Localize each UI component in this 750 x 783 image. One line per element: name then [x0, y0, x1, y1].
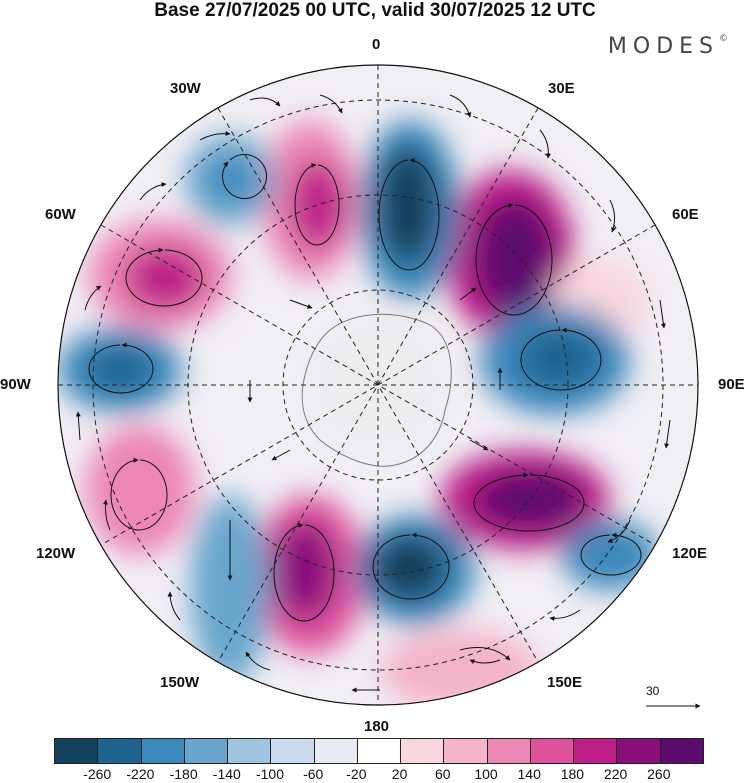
colorbar-tick-label: -140 [212, 766, 241, 782]
lon-label-0: 0 [372, 36, 381, 53]
anomaly-negative [88, 348, 152, 392]
colorbar-tick-label: 260 [647, 766, 671, 782]
wind-vectors [75, 94, 671, 693]
lon-label-120e: 120E [672, 545, 708, 562]
lon-label-120w: 120W [36, 545, 76, 562]
colorbar-tick-label: 180 [560, 766, 585, 782]
colorbar-tick-label: -20 [346, 766, 367, 782]
polar-map [57, 64, 701, 709]
colorbar-swatch [184, 739, 229, 763]
anomaly-positive [380, 630, 540, 705]
anomaly-positive [290, 160, 346, 250]
colorbar-swatch [617, 739, 661, 763]
anomaly-negative [562, 520, 658, 590]
anomaly-positive [475, 198, 555, 318]
modes-logo: MODES© [608, 34, 728, 59]
colorbar-swatch [98, 739, 142, 763]
anomaly-negative [378, 145, 438, 265]
colorbar-tick-label: -260 [83, 766, 112, 782]
colorbar-ticks: -260 -220 -180 -140 -100 -60 -20 20 60 100 140 180 2… [54, 766, 702, 782]
anomaly-positive [273, 520, 337, 620]
lon-label-150e: 150E [547, 674, 583, 691]
reference-vector-label: 30 [646, 684, 660, 698]
colorbar-tick-label: 60 [435, 766, 451, 782]
colorbar-tick-label: -180 [169, 766, 198, 782]
graticule [58, 65, 698, 705]
colorbar-swatch [271, 739, 315, 763]
brand-name: MODES [607, 34, 719, 59]
colorbar-swatch [314, 739, 358, 763]
anomaly-field [58, 65, 698, 705]
colorbar-swatch [141, 739, 185, 763]
lon-label-180: 180 [364, 718, 390, 735]
colorbar-swatch [574, 739, 618, 763]
colorbar-swatch [357, 739, 402, 763]
colorbar [54, 738, 704, 764]
brand-mark: © [719, 34, 728, 44]
anomaly-negative [190, 495, 270, 685]
colorbar-tick-label: 140 [517, 766, 541, 782]
lon-label-150w: 150W [160, 674, 200, 691]
map-boundary [57, 64, 699, 706]
colorbar-swatch [444, 739, 488, 763]
colorbar-swatch [55, 739, 99, 763]
anomaly-positive [85, 425, 195, 555]
lon-label-90w: 90W [0, 376, 31, 393]
colorbar-swatch [530, 739, 575, 763]
lon-label-60w: 60W [45, 206, 76, 223]
anomaly-negative [208, 158, 252, 202]
colorbar-tick-label: 20 [391, 766, 408, 782]
anomaly-positive [125, 246, 205, 310]
lon-label-60e: 60E [672, 206, 699, 223]
colorbar-swatch [401, 739, 445, 763]
map-title: Base 27/07/2025 00 UTC, valid 30/07/2025… [154, 0, 596, 21]
anomaly-negative [520, 328, 600, 388]
colorbar-tick-label: -220 [126, 766, 155, 782]
colorbar-swatch [487, 739, 531, 763]
lon-label-30w: 30W [170, 80, 201, 97]
colorbar-tick-label: -100 [255, 766, 285, 782]
colorbar-tick-label: 100 [474, 766, 498, 782]
anomaly-positive [475, 470, 585, 530]
lon-label-90e: 90E [718, 376, 745, 393]
colorbar-swatch [228, 739, 272, 763]
anomaly-negative [372, 534, 448, 602]
colorbar-swatch [660, 739, 703, 763]
lon-label-30e: 30E [548, 80, 575, 97]
colorbar-tick-label: 220 [603, 766, 628, 782]
antarctica-coastline [301, 313, 452, 467]
colorbar-tick-label: -60 [303, 766, 324, 782]
